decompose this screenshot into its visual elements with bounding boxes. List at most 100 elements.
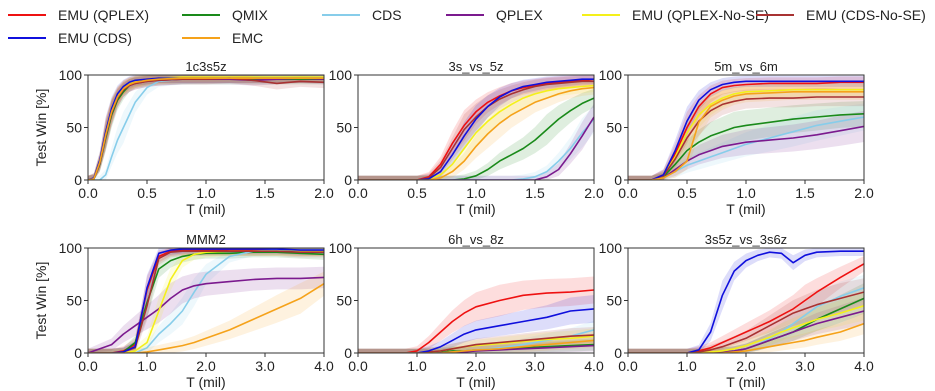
x-tick-label: 0.0 [348, 185, 368, 201]
chart-panel: 0.0 1.0 2.0 3.0 4.0 0 50 100 MMM2 T (mil) Test Win… [33, 232, 334, 390]
y-tick-label: 50 [606, 120, 622, 136]
legend-item: CDS [322, 5, 402, 25]
series-band [628, 76, 864, 180]
x-tick-label: 2.0 [196, 358, 216, 374]
y-tick-label: 0 [74, 172, 82, 188]
legend-label: EMU (CDS-No-SE) [806, 7, 926, 23]
legend-item: EMU (CDS-No-SE) [756, 5, 926, 25]
x-tick-label: 0.0 [348, 358, 368, 374]
series-line [358, 84, 594, 180]
x-tick-label: 1.5 [255, 185, 275, 201]
legend-item: QPLEX [446, 5, 543, 25]
x-tick-label: 1.5 [795, 185, 815, 201]
legend-label: EMU (QPLEX) [58, 7, 150, 23]
series-band [628, 278, 864, 353]
chart-title: 5m_vs_6m [714, 59, 778, 74]
chart-panel: 0.0 0.5 1.0 1.5 2.0 0 50 100 3s_vs_5z T (mil) [329, 59, 604, 217]
x-tick-label: 1.0 [196, 185, 216, 201]
x-tick-label: 3.0 [795, 358, 815, 374]
series-line [88, 77, 324, 180]
y-tick-label: 50 [336, 293, 352, 309]
series-band [88, 75, 324, 180]
y-tick-label: 0 [344, 172, 352, 188]
chart-panel: 0.0 1.0 2.0 3.0 4.0 0 50 100 3s5z_vs_3s6z T (mil) [599, 232, 874, 390]
series-line [358, 78, 594, 180]
legend-swatch [756, 14, 794, 16]
legend-swatch [446, 14, 484, 16]
legend-swatch [322, 14, 360, 16]
series-band [628, 291, 864, 353]
legend-label: QPLEX [496, 7, 543, 23]
x-tick-label: 1.0 [137, 358, 157, 374]
x-axis-label: T (mil) [186, 374, 225, 390]
series-line [628, 322, 864, 353]
chart-title: 3s5z_vs_3s6z [705, 232, 787, 247]
y-tick-label: 50 [66, 293, 82, 309]
legend-swatch [582, 14, 620, 16]
series-band [88, 248, 324, 353]
x-axis-label: T (mil) [726, 201, 765, 217]
series-band [358, 78, 594, 180]
x-tick-label: 2.0 [466, 358, 486, 374]
series-line [88, 276, 324, 353]
y-tick-label: 100 [59, 67, 83, 83]
series-line [628, 310, 864, 353]
series-line [358, 334, 594, 353]
y-tick-label: 0 [614, 345, 622, 361]
series-line [628, 305, 864, 353]
x-tick-label: 0.0 [618, 185, 638, 201]
series-line [358, 118, 594, 180]
chart-title: MMM2 [186, 232, 226, 247]
x-tick-label: 0.0 [618, 358, 638, 374]
x-axis-label: T (mil) [186, 201, 225, 217]
legend-item: QMIX [182, 5, 268, 25]
legend-label: CDS [372, 7, 402, 23]
x-axis-label: T (mil) [726, 374, 765, 390]
x-tick-label: 0.0 [78, 185, 98, 201]
x-tick-label: 1.0 [407, 358, 427, 374]
chart-panel: 0.0 0.5 1.0 1.5 2.0 0 50 100 5m_vs_6m T (mil) [599, 59, 874, 217]
x-tick-label: 2.0 [854, 185, 874, 201]
legend-swatch [182, 37, 220, 39]
y-tick-label: 0 [614, 172, 622, 188]
x-axis-label: T (mil) [456, 201, 495, 217]
series-band [628, 83, 864, 180]
y-tick-label: 100 [599, 240, 623, 256]
y-tick-label: 0 [74, 345, 82, 361]
series-band [628, 297, 864, 353]
legend-label: QMIX [232, 7, 268, 23]
legend-label: EMU (CDS) [58, 30, 132, 46]
x-tick-label: 4.0 [854, 358, 874, 374]
series-band [358, 75, 594, 180]
series-line [358, 344, 594, 353]
legend-swatch [8, 37, 46, 39]
series-line [628, 96, 864, 180]
series-band [358, 75, 594, 180]
x-tick-label: 0.5 [137, 185, 157, 201]
legend-item: EMC [182, 28, 263, 48]
series-line [358, 78, 594, 180]
y-axis-label: Test Win [%] [33, 89, 49, 167]
y-tick-label: 100 [59, 240, 83, 256]
x-tick-label: 1.5 [525, 185, 545, 201]
series-band [88, 266, 324, 353]
series-line [358, 97, 594, 180]
series-line [628, 113, 864, 180]
y-tick-label: 0 [344, 345, 352, 361]
x-tick-label: 1.0 [736, 185, 756, 201]
x-tick-label: 1.0 [466, 185, 486, 201]
legend: EMU (QPLEX) QMIX CDS QPLEX EMU (QPLEX-No… [0, 0, 935, 50]
x-axis-label: T (mil) [456, 374, 495, 390]
chart-title: 6h_vs_8z [448, 232, 504, 247]
series-band [628, 312, 864, 353]
series-line [628, 250, 864, 353]
series-band [358, 88, 594, 180]
x-tick-label: 2.0 [314, 185, 334, 201]
series-line [358, 339, 594, 353]
series-band [88, 248, 324, 353]
series-band [88, 271, 324, 353]
legend-label: EMU (QPLEX-No-SE) [632, 7, 769, 23]
legend-item: EMU (QPLEX-No-SE) [582, 5, 769, 25]
series-line [88, 283, 324, 353]
